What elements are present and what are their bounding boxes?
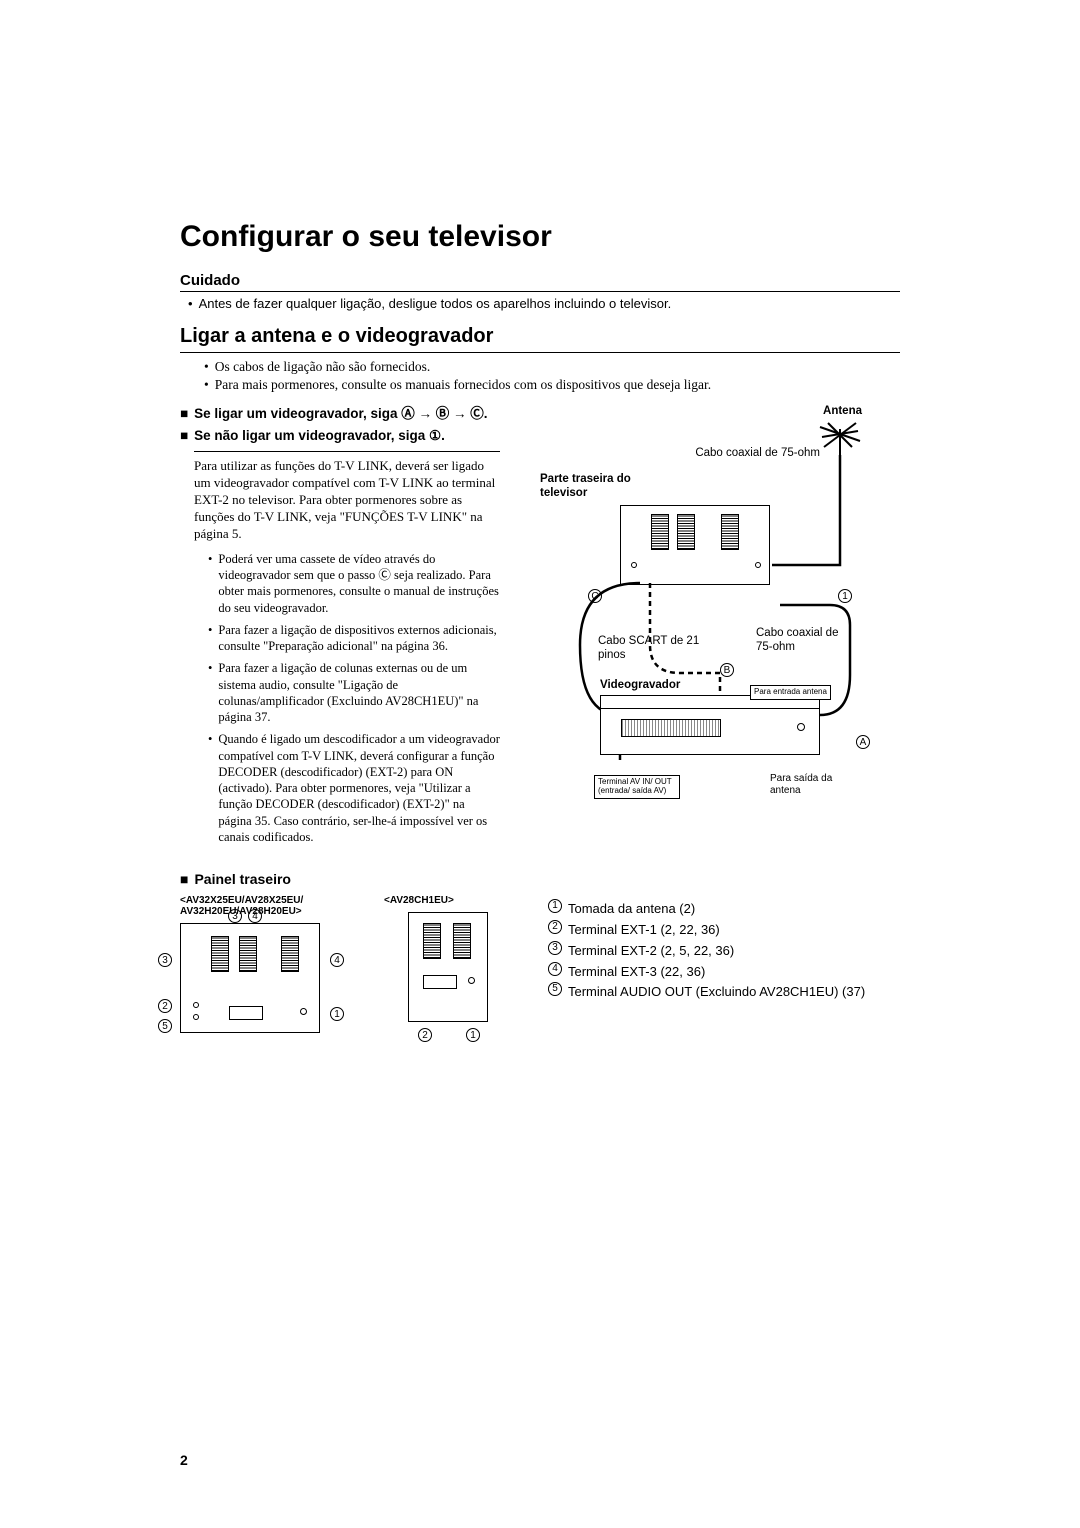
li-2: 2	[548, 920, 562, 934]
s2-bullet-1: • Os cabos de ligação não são fornecidos…	[204, 359, 900, 375]
sub2-text: Se não ligar um videogravador, siga ①.	[194, 428, 445, 443]
li5-text: Terminal AUDIO OUT (Excluindo AV28CH1EU)…	[568, 982, 865, 1003]
li3-text: Terminal EXT-2 (2, 5, 22, 36)	[568, 941, 734, 962]
page-title: Configurar o seu televisor	[180, 220, 900, 254]
scart-3	[721, 514, 739, 550]
vcr-label: Videogravador	[600, 679, 680, 691]
sb4: •Quando é ligado um descodificador a um …	[208, 731, 500, 845]
sb2-text: Para fazer a ligação de dispositivos ext…	[218, 622, 500, 655]
wiring-diagram: Antena Cabo coaxial de 75-ohm Parte tras…	[520, 405, 880, 845]
scart-2	[677, 514, 695, 550]
sb1-text: Poderá ver uma cassete de vídeo através …	[218, 551, 500, 616]
coax-label: Cabo coaxial de 75-ohm	[695, 447, 820, 461]
rear-panel-list: 1 Tomada da antena (2) 2 Terminal EXT-1 (2…	[548, 899, 865, 1003]
panel-heading-text: Painel traseiro	[194, 871, 291, 887]
scart-1	[651, 514, 669, 550]
li-5: 5	[548, 982, 562, 996]
li-4: 4	[548, 962, 562, 976]
cuidado-text: Antes de fazer qualquer ligação, desligu…	[199, 296, 672, 311]
d1-c4: 4	[330, 953, 344, 967]
d1-c5: 5	[158, 1019, 172, 1033]
ant-jack	[755, 562, 761, 568]
sb4-text: Quando é ligado um descodificador a um v…	[218, 731, 500, 845]
circ-A: A	[856, 735, 870, 749]
sb2: •Para fazer a ligação de dispositivos ex…	[208, 622, 500, 655]
para-saida: Para saída da antena	[770, 773, 850, 796]
d1-top4: 4	[248, 909, 262, 923]
panel-heading: ■Painel traseiro	[180, 871, 900, 887]
d1-c3: 3	[158, 953, 172, 967]
para-entrada-box: Para entrada antena	[750, 685, 831, 700]
li2-text: Terminal EXT-1 (2, 22, 36)	[568, 920, 720, 941]
circ-B: B	[720, 663, 734, 677]
coax2-label: Cabo coaxial de 75-ohm	[756, 627, 846, 655]
tv-back-box	[620, 505, 770, 585]
li-3: 3	[548, 941, 562, 955]
tvlink-para: Para utilizar as funções do T-V LINK, de…	[194, 451, 500, 542]
d1-c2: 2	[158, 999, 172, 1013]
sub1-text: Se ligar um videogravador, siga Ⓐ → Ⓑ → …	[194, 406, 487, 421]
section2-heading: Ligar a antena e o videogravador	[180, 325, 900, 353]
vcr-box	[600, 695, 820, 755]
antena-label: Antena	[823, 405, 862, 417]
bullet-dot: •	[188, 296, 193, 311]
bullet-dot: •	[204, 359, 209, 375]
d1-c1: 1	[330, 1007, 344, 1021]
s2-bullet-2: • Para mais pormenores, consulte os manu…	[204, 377, 900, 393]
cuidado-bullet: • Antes de fazer qualquer ligação, desli…	[188, 296, 900, 311]
sub2: ■Se não ligar um videogravador, siga ①.	[180, 427, 500, 445]
d1-top3: 3	[228, 909, 242, 923]
rear-diagram-2	[408, 912, 488, 1022]
s2-b2-text: Para mais pormenores, consulte os manuai…	[215, 377, 711, 393]
li-1: 1	[548, 899, 562, 913]
sb3-text: Para fazer a ligação de colunas externas…	[218, 660, 500, 725]
scart-cable-label: Cabo SCART de 21 pinos	[598, 635, 708, 663]
d2-c1: 1	[466, 1028, 480, 1042]
model2: <AV28CH1EU>	[384, 895, 524, 906]
terminal-av-box: Terminal AV IN/ OUT (entrada/ saída AV)	[594, 775, 680, 799]
li1-text: Tomada da antena (2)	[568, 899, 695, 920]
audio-jack	[631, 562, 637, 568]
model1: <AV32X25EU/AV28X25EU/ AV32H20EU/AV28H20E…	[180, 895, 360, 917]
cuidado-heading: Cuidado	[180, 272, 900, 292]
sb1: •Poderá ver uma cassete de vídeo através…	[208, 551, 500, 616]
tv-back-label: Parte traseira do televisor	[540, 473, 640, 501]
circ-1: 1	[838, 589, 852, 603]
li4-text: Terminal EXT-3 (22, 36)	[568, 962, 705, 983]
s2-b1-text: Os cabos de ligação não são fornecidos.	[215, 359, 431, 375]
page-number: 2	[180, 1452, 188, 1468]
sb3: •Para fazer a ligação de colunas externa…	[208, 660, 500, 725]
d2-c2: 2	[418, 1028, 432, 1042]
rear-diagram-1	[180, 923, 320, 1033]
sub1: ■Se ligar um videogravador, siga Ⓐ → Ⓑ →…	[180, 405, 500, 423]
circ-C: C	[588, 589, 602, 603]
bullet-dot: •	[204, 377, 209, 393]
